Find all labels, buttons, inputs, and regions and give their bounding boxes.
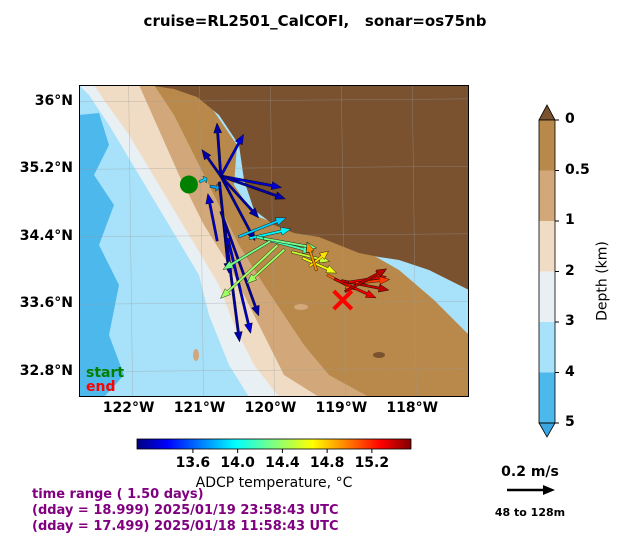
depth-colorbar-bottom-extend [538, 422, 556, 438]
latitude-gridline [79, 166, 469, 170]
latitude-tick-label: 32.8°N [19, 362, 73, 379]
current-vector [213, 122, 223, 177]
track-markers [179, 175, 354, 311]
map-frame [79, 85, 469, 397]
temperature-tick-label: 13.6 [175, 455, 211, 471]
island [361, 321, 377, 329]
temperature-colorbar-label: ADCP temperature, °C [195, 475, 353, 491]
depth-tick-label: 0 [565, 111, 575, 127]
longitude-tick-label: 120°W [244, 400, 297, 416]
latitude-tick-label: 33.6°N [19, 295, 73, 312]
depth-colorbar-segment [539, 221, 555, 272]
depth-range-label: 48 to 128m [494, 506, 566, 519]
latitude-gridline [79, 300, 469, 305]
island [373, 352, 385, 358]
latitude-gridline [79, 233, 469, 238]
latitude-tick-label: 34.4°N [19, 227, 73, 244]
depth-tick-label: 3 [565, 313, 575, 329]
deep-ocean-region-2 [159, 325, 249, 397]
graticule [79, 85, 469, 397]
land-region [147, 85, 469, 290]
start-time-text: (dday = 17.499) 2025/01/18 11:58:43 UTC [32, 519, 339, 534]
shallow-region [154, 85, 469, 397]
map-plot [79, 85, 469, 397]
current-vector [306, 241, 318, 272]
current-vectors [198, 122, 391, 343]
temperature-tick-label: 14.8 [309, 455, 345, 471]
depth-colorbar-segment [539, 372, 555, 423]
current-vector [220, 244, 279, 299]
start-label-text: start [86, 365, 125, 381]
depth-colorbar-label: Depth (km) [594, 241, 611, 321]
temperature-tick-label: 15.2 [354, 455, 390, 471]
scale-arrow-head [543, 485, 555, 495]
longitude-tick-label: 122°W [102, 400, 155, 416]
end-label-text: end [86, 379, 116, 395]
current-vector [219, 210, 260, 317]
current-vector [198, 175, 208, 184]
longitude-gridline [128, 85, 133, 397]
end-time-text: (dday = 18.999) 2025/01/19 23:58:43 UTC [32, 503, 339, 518]
longitude-tick-label: 118°W [386, 400, 439, 416]
latitude-tick-label: 35.2°N [19, 160, 73, 177]
longitude-gridline [412, 85, 417, 397]
current-vector [333, 277, 377, 299]
depth-colorbar-segment [539, 271, 555, 322]
current-vector [220, 174, 286, 200]
island [294, 304, 308, 310]
depth-tick-label: 0.5 [565, 161, 590, 178]
current-vector [301, 256, 338, 274]
current-vector [237, 217, 287, 239]
latitude-gridline [79, 98, 469, 103]
current-vector [220, 174, 283, 190]
start-label: start [86, 366, 124, 380]
depth-colorbar-segment [539, 170, 555, 221]
current-vector [201, 149, 223, 178]
current-vector [222, 239, 272, 270]
end-marker-stroke [332, 289, 354, 311]
temperature-colorbar [136, 438, 412, 453]
deep-ocean-region [79, 113, 124, 397]
latitude-tick-label: 36°N [34, 92, 73, 109]
current-vector [219, 133, 244, 177]
current-vector [262, 237, 318, 251]
end-label: end [86, 380, 115, 394]
current-vector [344, 268, 388, 293]
island [193, 349, 199, 361]
depth-tick-label: 4 [565, 363, 575, 380]
depth-colorbar-top-extend [538, 104, 556, 121]
temperature-colorbar-gradient [136, 438, 412, 450]
depth-colorbar-segment [539, 120, 555, 171]
scale-arrow-label: 0.2 m/s [501, 464, 559, 480]
time-range-text: time range ( 1.50 days) [32, 487, 204, 502]
longitude-gridline [199, 85, 204, 397]
depth-colorbar-segment [539, 322, 555, 373]
temperature-tick-label: 14.0 [220, 455, 255, 471]
depth-colorbar [538, 104, 559, 438]
depth-tick-label: 2 [565, 262, 575, 279]
latitude-gridline [79, 368, 469, 372]
longitude-tick-label: 121°W [173, 400, 226, 416]
temperature-tick-label: 14.4 [265, 455, 300, 471]
start-marker [179, 175, 198, 194]
depth-tick-label: 5 [565, 414, 575, 430]
longitude-tick-label: 119°W [315, 400, 368, 416]
longitude-gridline [341, 85, 346, 397]
current-vector [205, 192, 219, 242]
scale-arrow [507, 485, 555, 495]
chart-title: cruise=RL2501_CalCOFI, sonar=os75nb [143, 12, 487, 30]
current-vector [246, 248, 286, 284]
current-vector [219, 175, 260, 219]
depth-tick-label: 1 [565, 212, 575, 228]
